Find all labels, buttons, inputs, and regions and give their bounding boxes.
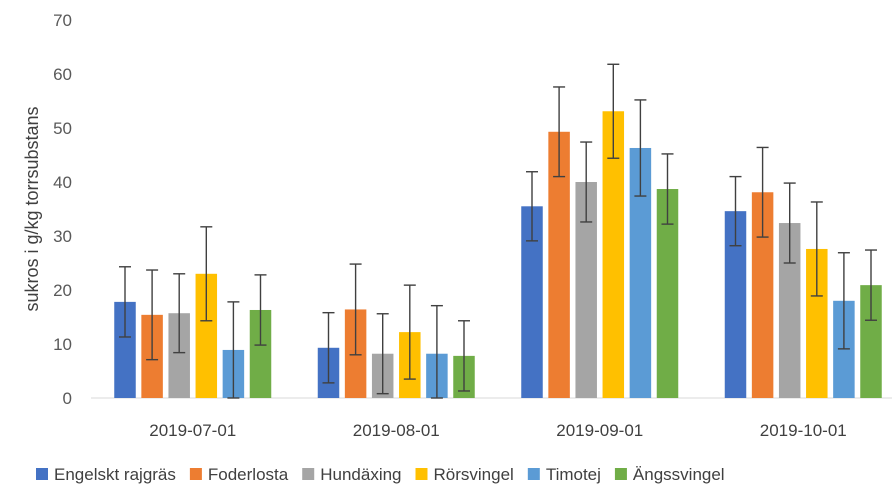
y-tick-label: 10 <box>53 335 72 354</box>
y-tick-label: 70 <box>53 11 72 30</box>
legend-swatch <box>527 468 540 480</box>
bar <box>656 189 679 398</box>
y-tick-label: 20 <box>53 281 72 300</box>
bar <box>629 147 652 398</box>
bar <box>114 301 136 398</box>
x-category-label: 2019-08-01 <box>353 421 440 440</box>
y-axis-ticks: 0 10 20 30 40 50 60 70 <box>53 11 72 408</box>
y-tick-label: 60 <box>53 65 72 84</box>
legend-label: Hundäxing <box>320 465 401 484</box>
bar <box>602 111 625 398</box>
bar <box>751 192 774 398</box>
x-category-label: 2019-10-01 <box>760 421 847 440</box>
bars <box>114 111 882 398</box>
bar <box>168 313 190 398</box>
x-category-label: 2019-07-01 <box>149 421 236 440</box>
bar <box>521 206 543 398</box>
y-tick-label: 40 <box>53 173 72 192</box>
bar <box>548 131 570 398</box>
legend-swatch <box>415 468 428 480</box>
legend-label: Engelskt rajgräs <box>54 465 176 484</box>
x-category-label: 2019-09-01 <box>556 421 643 440</box>
bar <box>806 248 828 398</box>
legend-label: Foderlosta <box>208 465 289 484</box>
x-axis-labels: 2019-07-01 2019-08-01 2019-09-01 2019-10-01 <box>149 421 846 440</box>
legend-label: Ängssvingel <box>633 465 725 484</box>
legend: Engelskt rajgräs Foderlosta Hundäxing Rörsv… <box>36 465 725 484</box>
legend-swatch <box>36 468 48 480</box>
bar <box>778 223 801 398</box>
legend-label: Rörsvingel <box>434 465 514 484</box>
legend-label: Timotej <box>546 465 601 484</box>
bar <box>195 273 218 398</box>
bar <box>575 182 597 398</box>
legend-swatch <box>614 468 627 480</box>
bar <box>249 309 272 398</box>
bar <box>860 285 882 398</box>
legend-swatch <box>302 468 315 480</box>
bar <box>724 211 747 398</box>
y-tick-label: 30 <box>53 227 72 246</box>
y-tick-label: 0 <box>63 389 72 408</box>
y-tick-label: 50 <box>53 119 72 138</box>
error-bars <box>119 63 877 399</box>
legend-swatch <box>189 468 202 480</box>
y-axis-title: sukros i g/kg torrsubstans <box>22 106 42 311</box>
